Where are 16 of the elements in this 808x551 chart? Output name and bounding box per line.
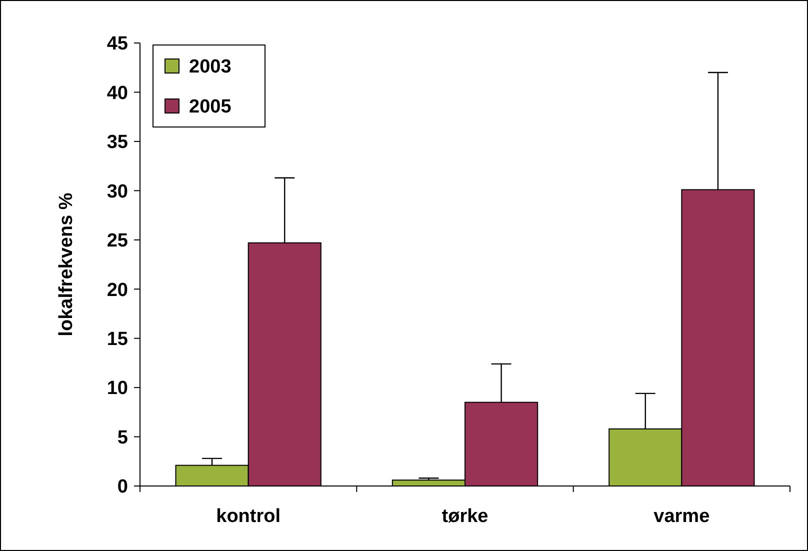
y-tick-label: 30: [106, 181, 128, 202]
x-tick-label: kontrol: [216, 506, 281, 527]
legend-label: 2005: [189, 96, 232, 118]
y-tick-label: 45: [106, 34, 128, 55]
y-tick-label: 35: [106, 132, 128, 154]
y-tick-label: 15: [106, 328, 128, 350]
y-tick-label: 40: [106, 82, 128, 104]
y-tick-label: 20: [106, 280, 128, 301]
x-tick-label: tørke: [442, 506, 488, 527]
legend-label: 2003: [189, 56, 232, 78]
x-tick-label: varme: [654, 506, 710, 527]
y-axis-title: lokalfrekvens %: [56, 192, 77, 336]
y-tick-label: 10: [106, 378, 128, 400]
y-tick-label: 0: [117, 476, 128, 498]
y-tick-label: 5: [117, 427, 128, 448]
y-tick-label: 25: [106, 230, 128, 252]
